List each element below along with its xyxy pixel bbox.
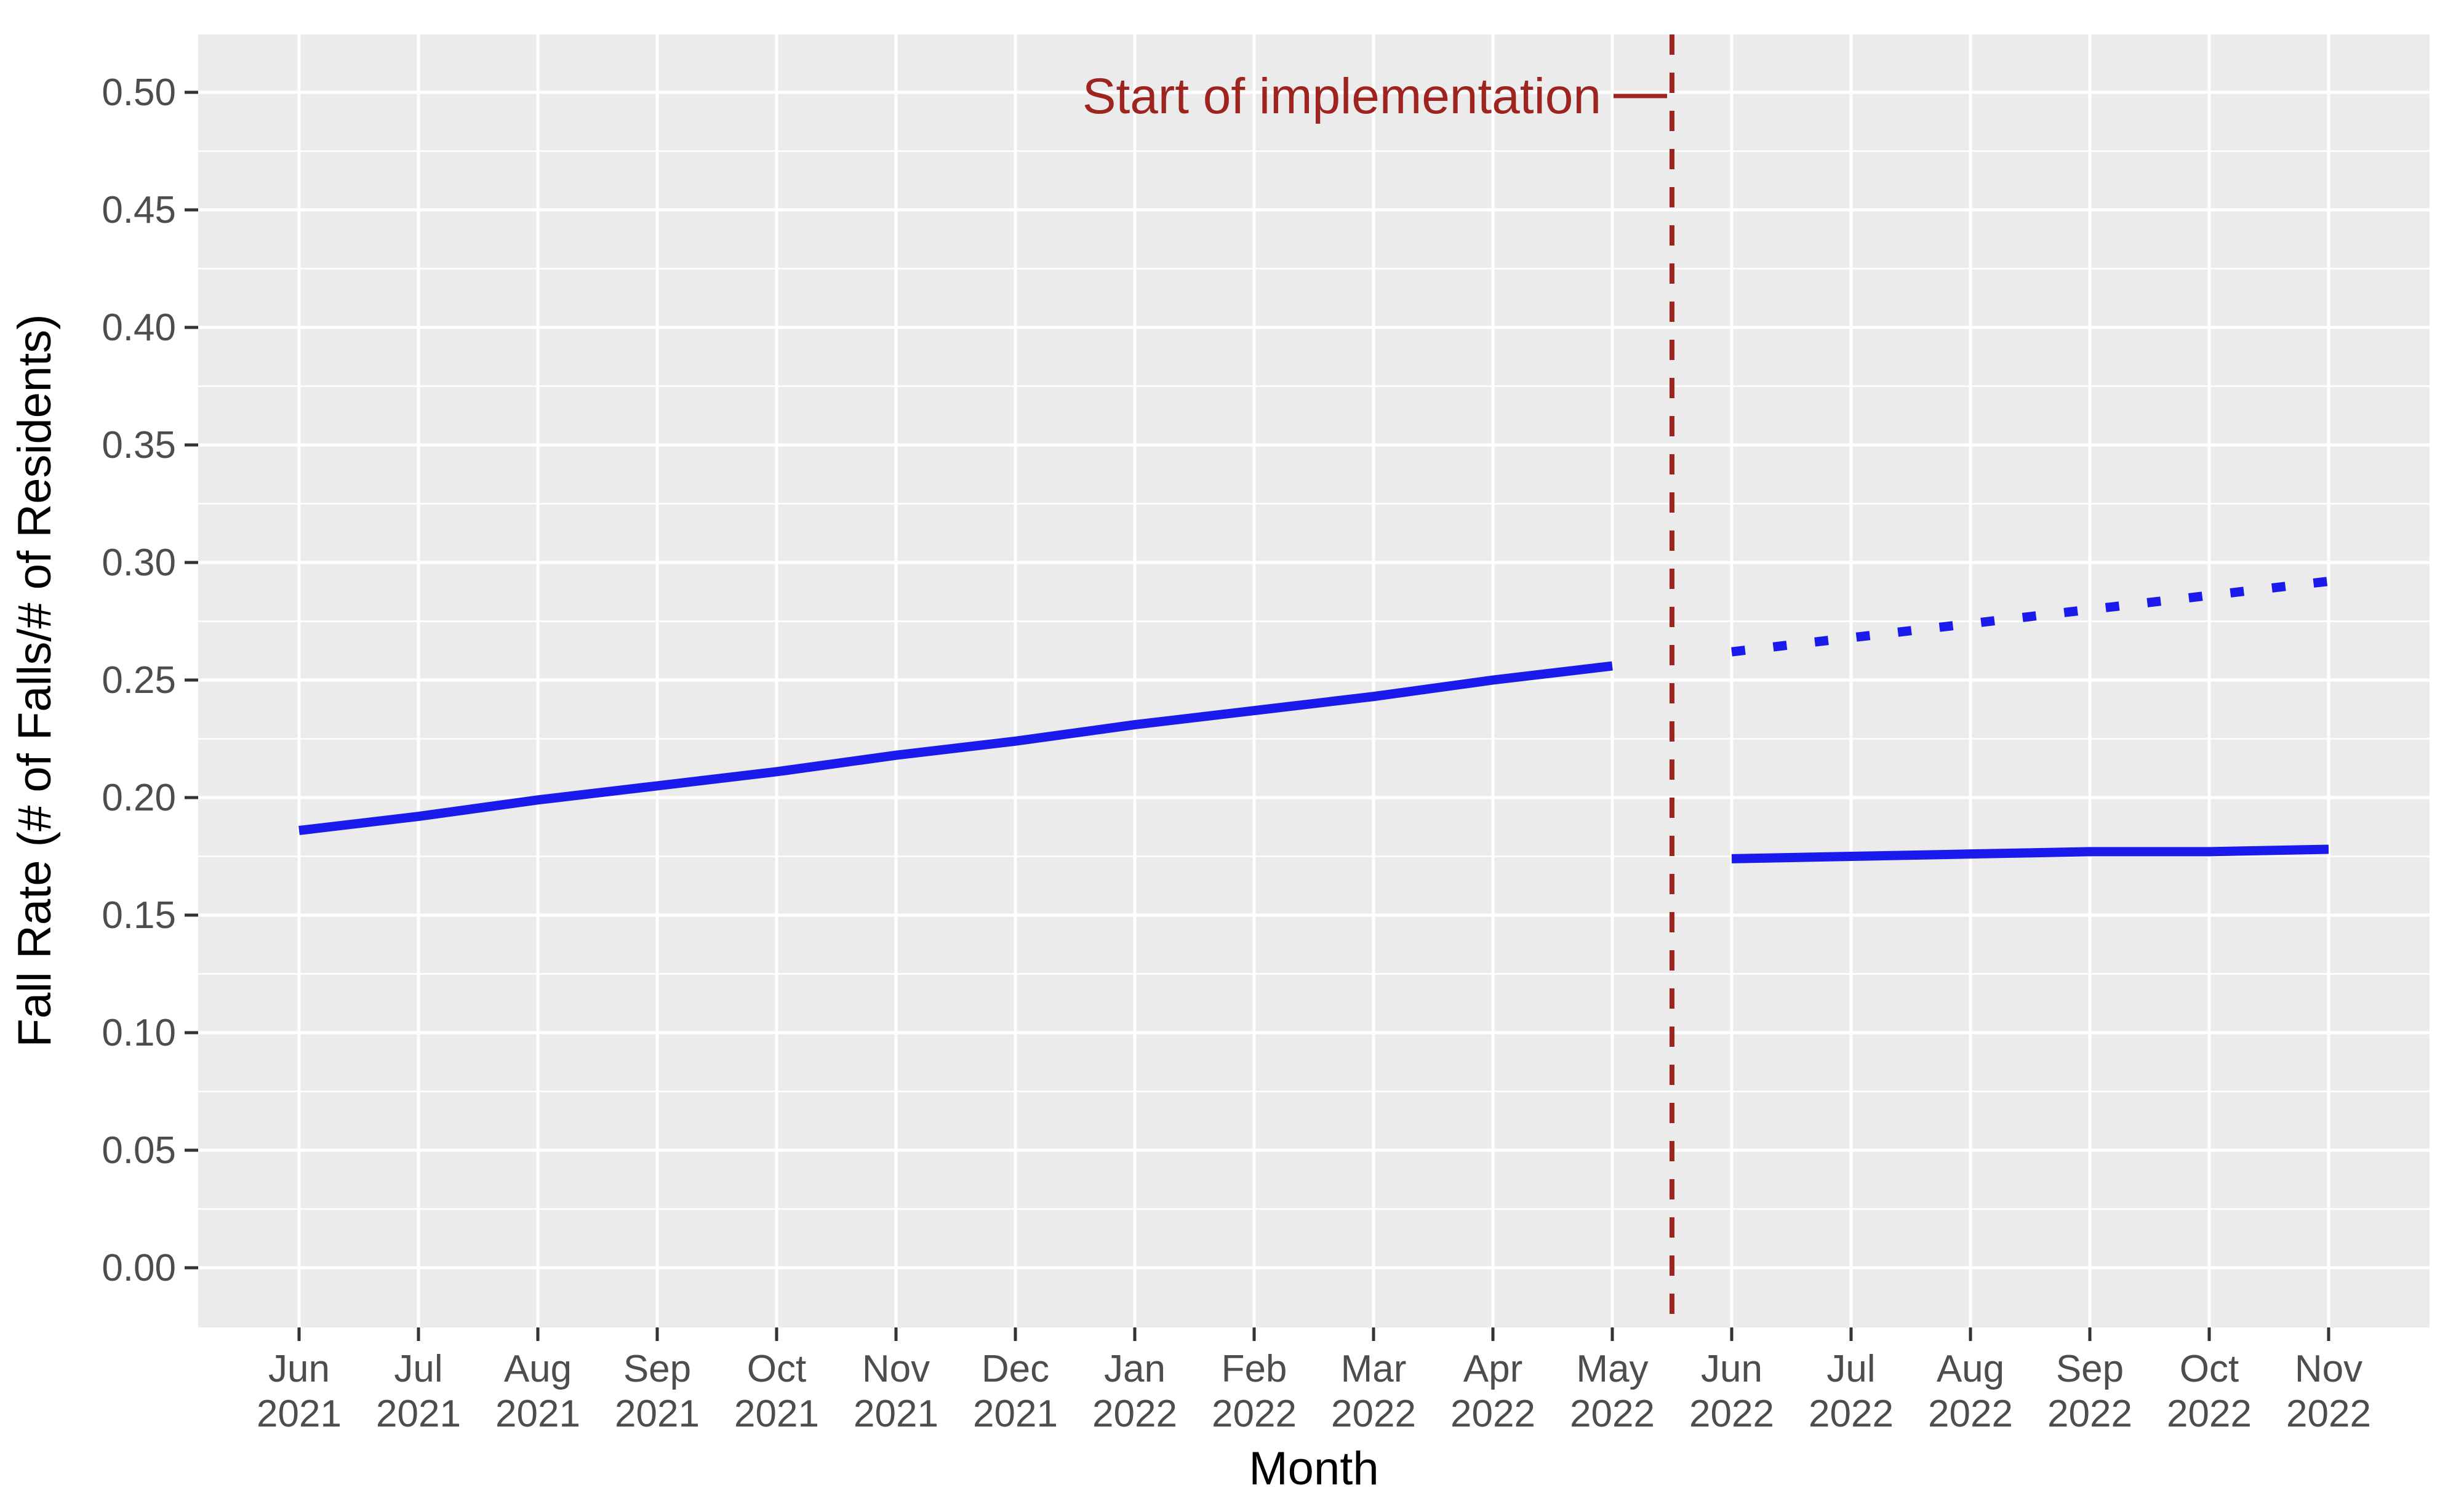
x-tick-label-month: Jun xyxy=(1701,1348,1762,1390)
y-tick-label: 0.05 xyxy=(102,1129,176,1172)
y-tick-label: 0.25 xyxy=(102,659,176,702)
x-axis-title: Month xyxy=(1249,1443,1378,1495)
annotation-text: Start of implementation xyxy=(1082,68,1601,124)
series-observed-pre-implementation-trend xyxy=(298,661,1613,835)
x-tick-label-year: 2022 xyxy=(1928,1393,2013,1435)
x-tick-label-month: Apr xyxy=(1463,1348,1522,1390)
x-tick-label-year: 2021 xyxy=(257,1393,342,1435)
x-tick-label-month: Jun xyxy=(268,1348,330,1390)
y-axis-title: Fall Rate (# of Falls/# of Residents) xyxy=(9,314,61,1047)
y-tick-label: 0.50 xyxy=(102,71,176,114)
series-projected-counterfactual-trend xyxy=(1731,577,2329,657)
data-series-lines xyxy=(298,577,2329,863)
x-tick-label-year: 2022 xyxy=(2286,1393,2371,1435)
y-tick-label: 0.45 xyxy=(102,189,176,231)
x-tick-label-month: Sep xyxy=(623,1348,691,1390)
y-tick-label: 0.35 xyxy=(102,424,176,466)
x-tick-label-year: 2021 xyxy=(734,1393,819,1435)
x-tick-label-year: 2022 xyxy=(1092,1393,1177,1435)
x-tick-label-month: Dec xyxy=(982,1348,1049,1390)
x-tick-label-month: Nov xyxy=(2295,1348,2362,1390)
x-tick-label-year: 2021 xyxy=(615,1393,700,1435)
x-tick-label-year: 2021 xyxy=(973,1393,1058,1435)
x-tick-label-year: 2021 xyxy=(854,1393,938,1435)
x-tick-label-year: 2022 xyxy=(1450,1393,1535,1435)
y-tick-label: 0.40 xyxy=(102,306,176,349)
x-axis-tick-labels: Jun2021Jul2021Aug2021Sep2021Oct2021Nov20… xyxy=(257,1348,2371,1435)
x-tick-label-year: 2021 xyxy=(495,1393,580,1435)
y-tick-label: 0.10 xyxy=(102,1012,176,1054)
y-tick-label: 0.15 xyxy=(102,894,176,937)
x-tick-label-month: Oct xyxy=(747,1348,806,1390)
x-tick-label-year: 2022 xyxy=(2047,1393,2132,1435)
y-tick-label: 0.00 xyxy=(102,1247,176,1289)
y-axis-tick-labels: 0.00 0.05 0.10 0.15 0.20 0.25 0.30 0.35 0.40 0.45… xyxy=(102,71,176,1289)
x-tick-label-year: 2022 xyxy=(1331,1393,1416,1435)
x-tick-label-month: Sep xyxy=(2056,1348,2124,1390)
x-tick-label-month: Aug xyxy=(1937,1348,2004,1390)
series-observed-post-implementation-trend xyxy=(1731,844,2329,863)
axis-tick-marks xyxy=(185,90,2330,1341)
x-tick-label-year: 2022 xyxy=(2167,1393,2252,1435)
x-tick-label-month: Jan xyxy=(1104,1348,1166,1390)
y-tick-label: 0.30 xyxy=(102,542,176,584)
x-tick-label-month: Jul xyxy=(394,1348,442,1390)
y-tick-label: 0.20 xyxy=(102,777,176,819)
x-tick-label-month: Mar xyxy=(1341,1348,1407,1390)
x-tick-label-month: Oct xyxy=(2180,1348,2239,1390)
x-tick-label-month: Jul xyxy=(1826,1348,1875,1390)
minor-gridlines xyxy=(198,150,2430,1210)
x-tick-label-month: Nov xyxy=(862,1348,930,1390)
x-tick-label-month: Feb xyxy=(1222,1348,1287,1390)
x-tick-label-month: Aug xyxy=(504,1348,572,1390)
x-tick-label-year: 2022 xyxy=(1809,1393,1894,1435)
x-tick-label-year: 2022 xyxy=(1570,1393,1655,1435)
x-tick-label-year: 2022 xyxy=(1212,1393,1297,1435)
x-tick-label-month: May xyxy=(1576,1348,1648,1390)
major-gridlines xyxy=(198,34,2430,1327)
x-tick-label-year: 2021 xyxy=(376,1393,461,1435)
x-tick-label-year: 2022 xyxy=(1689,1393,1774,1435)
